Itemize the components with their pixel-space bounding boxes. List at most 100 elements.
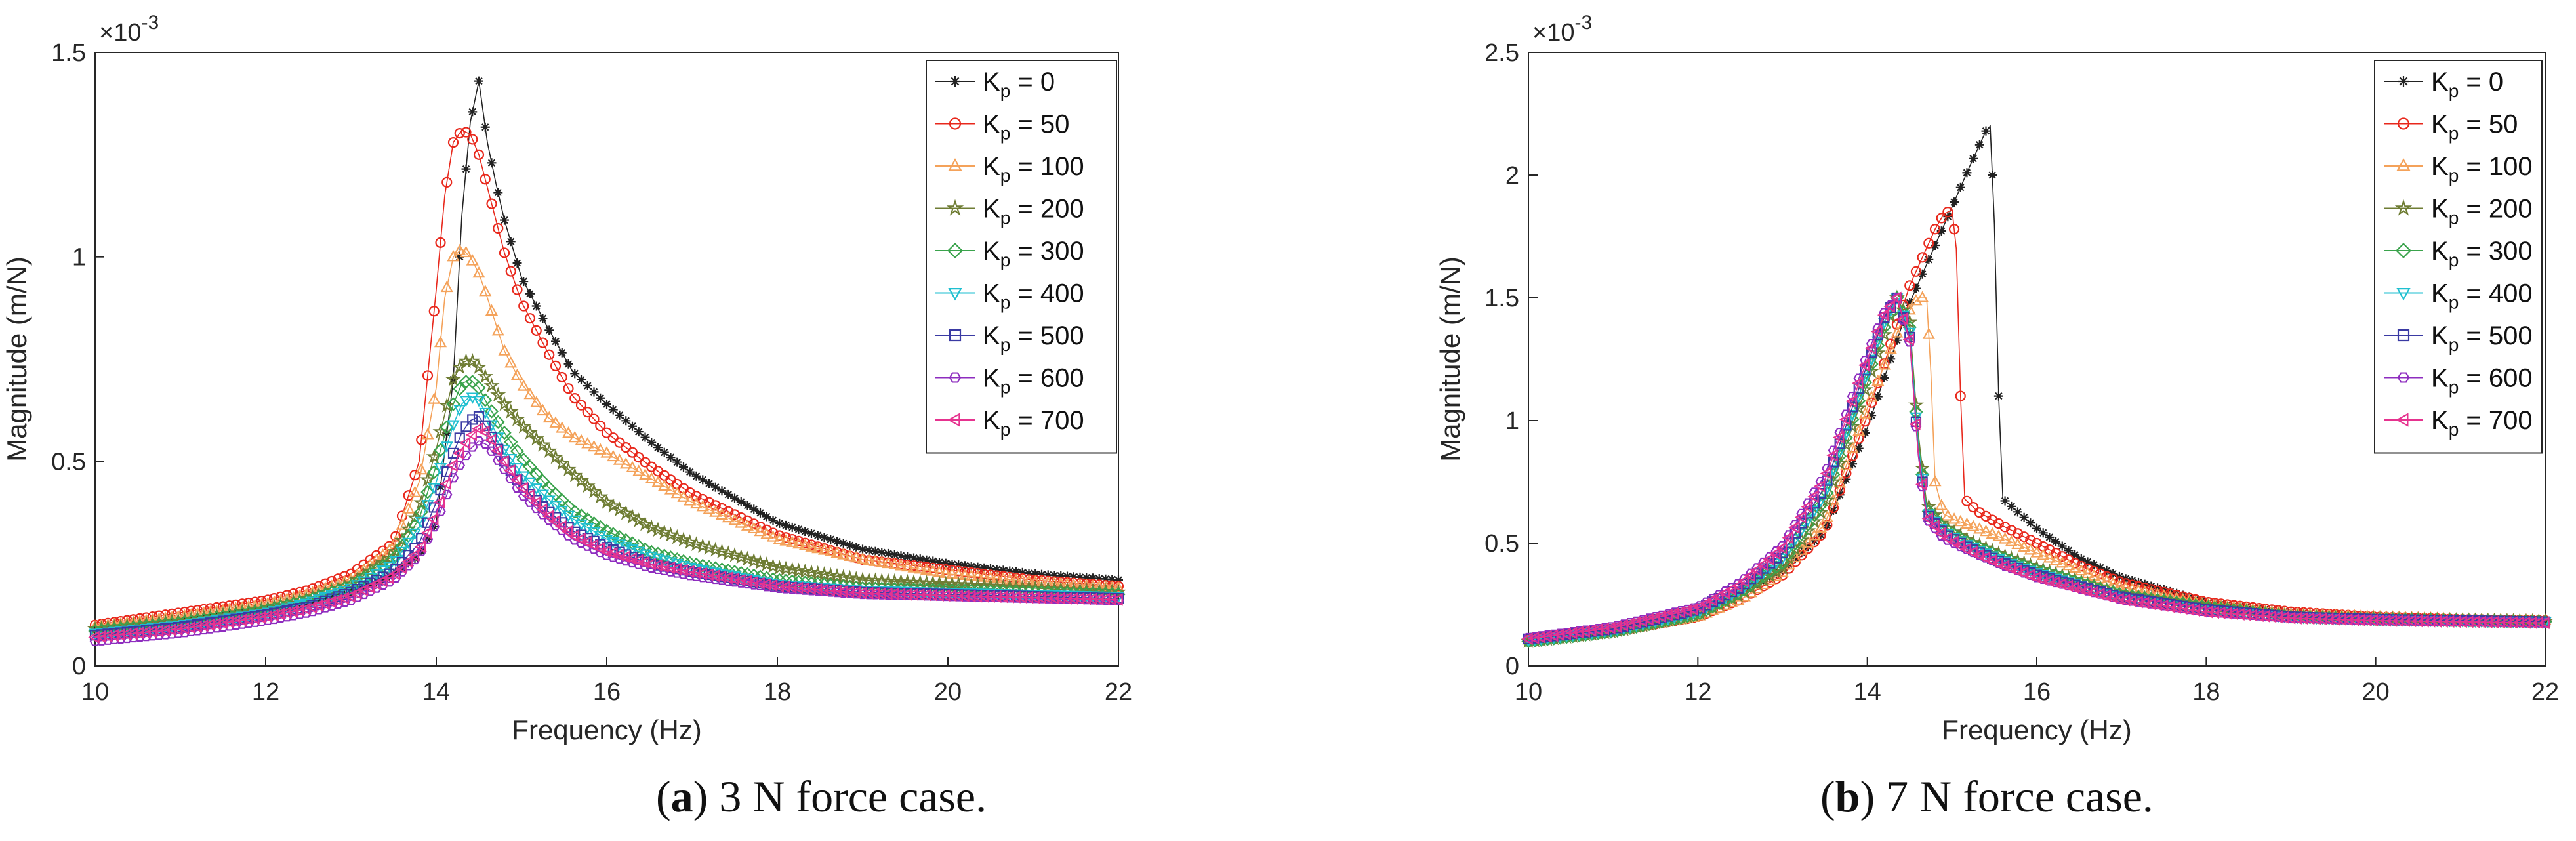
data-point — [459, 436, 471, 449]
data-point — [960, 561, 970, 571]
data-point — [592, 488, 609, 504]
data-point — [756, 508, 765, 518]
data-point — [1924, 255, 1934, 264]
data-point — [2057, 541, 2067, 551]
legend-entry: Kp = 600 — [2431, 364, 2533, 398]
data-point — [817, 543, 831, 555]
data-point — [932, 588, 944, 602]
data-point — [760, 527, 773, 539]
data-point — [608, 405, 618, 415]
data-point — [1005, 566, 1015, 576]
data-point — [529, 496, 541, 509]
data-point — [600, 523, 614, 538]
data-point — [1940, 531, 1953, 545]
y-tick-label: 0 — [72, 653, 86, 680]
data-point — [472, 396, 485, 407]
data-point — [1988, 171, 1997, 180]
data-point — [1737, 575, 1749, 588]
panel-b-caption-label: b — [1835, 771, 1860, 821]
data-point — [356, 584, 369, 597]
data-point — [869, 554, 882, 566]
data-point — [2045, 533, 2055, 543]
data-point — [2468, 615, 2480, 628]
y-tick-label: 0.5 — [51, 448, 86, 476]
data-point — [781, 520, 790, 530]
data-point — [1973, 522, 1986, 534]
data-point — [791, 581, 804, 594]
data-point — [1820, 467, 1832, 480]
legend-marker — [2396, 288, 2411, 301]
data-point — [446, 459, 458, 472]
data-point — [701, 539, 718, 555]
data-point — [1789, 520, 1801, 529]
data-point — [574, 508, 588, 523]
y-tick-label: 0.5 — [1484, 530, 1519, 558]
data-point — [765, 558, 781, 573]
data-point — [780, 584, 792, 594]
data-point — [1847, 450, 1858, 462]
data-point — [1024, 568, 1034, 578]
data-point — [666, 453, 676, 462]
data-point — [714, 543, 730, 559]
data-point — [2455, 615, 2467, 628]
data-point — [435, 484, 446, 496]
data-point — [524, 313, 536, 324]
data-point — [300, 608, 312, 618]
data-point — [1981, 126, 1991, 136]
data-point — [958, 589, 970, 602]
data-point — [2500, 616, 2512, 629]
data-point — [1904, 337, 1915, 347]
data-point — [2278, 611, 2289, 624]
x-tick-label: 12 — [252, 678, 279, 706]
data-point — [1825, 473, 1842, 489]
data-point — [669, 529, 685, 544]
data-point — [544, 325, 554, 335]
data-point — [689, 497, 703, 509]
data-point — [939, 589, 951, 602]
data-point — [775, 518, 785, 528]
data-point — [1101, 574, 1111, 584]
data-point — [1960, 517, 1974, 529]
data-point — [158, 624, 170, 637]
data-point — [440, 441, 453, 453]
data-point — [350, 586, 362, 600]
data-point — [518, 300, 529, 312]
data-point — [1915, 478, 1927, 491]
data-point — [535, 503, 548, 516]
data-point — [1834, 427, 1845, 438]
data-point — [792, 537, 806, 549]
data-point — [455, 252, 464, 262]
data-point — [1873, 392, 1883, 401]
data-point — [901, 560, 914, 572]
data-point — [823, 567, 839, 583]
data-point — [2335, 613, 2346, 626]
data-point — [1852, 377, 1864, 390]
data-point — [483, 377, 500, 393]
data-point — [500, 215, 509, 225]
data-point — [1909, 418, 1921, 431]
data-point — [152, 625, 164, 638]
data-point — [2108, 569, 2118, 579]
data-point — [1813, 480, 1826, 493]
data-point — [436, 482, 445, 492]
data-point — [2411, 615, 2423, 628]
x-tick-label: 10 — [81, 678, 109, 706]
data-point — [570, 369, 580, 379]
data-point — [344, 590, 356, 603]
data-point — [321, 594, 330, 604]
data-point — [1890, 291, 1902, 304]
data-point — [1017, 567, 1027, 577]
data-point — [926, 588, 937, 602]
data-point — [556, 371, 567, 383]
y-tick-label: 2 — [1505, 162, 1519, 190]
data-point — [554, 455, 570, 470]
data-point — [1801, 517, 1815, 532]
data-point — [415, 462, 428, 475]
data-point — [606, 527, 621, 541]
data-point — [1053, 592, 1065, 605]
data-point — [2519, 616, 2531, 629]
data-point — [2038, 528, 2048, 538]
data-point — [1953, 531, 1968, 546]
data-point — [2290, 611, 2302, 625]
